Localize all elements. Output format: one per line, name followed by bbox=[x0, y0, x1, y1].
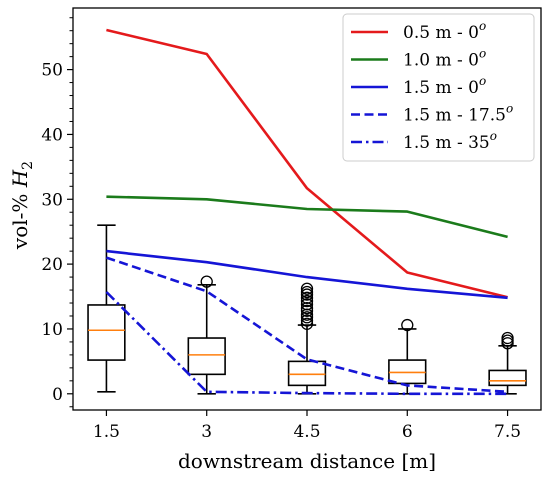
boxplot-box bbox=[87, 304, 126, 361]
y-axis-label-subscript: 2 bbox=[20, 161, 36, 170]
boxplot-outlier bbox=[300, 294, 314, 308]
boxplot-5 bbox=[488, 331, 527, 395]
series-line-s5 bbox=[105, 291, 508, 396]
boxplot-outlier bbox=[200, 275, 213, 288]
boxplot-outlier bbox=[300, 282, 314, 295]
boxplot-outlier bbox=[300, 291, 314, 304]
x-tick-label: 1.5 bbox=[93, 422, 120, 442]
boxplot-outlier bbox=[300, 285, 314, 299]
y-tick-label: 50 bbox=[41, 61, 63, 81]
y-tick-label: 40 bbox=[41, 125, 63, 145]
series-line-s2 bbox=[106, 195, 508, 239]
legend-label-s4: 1.5 m - 17.5o bbox=[403, 102, 513, 126]
legend-box bbox=[342, 13, 535, 162]
boxplot-outlier bbox=[401, 318, 414, 332]
x-tick-label: 6 bbox=[402, 422, 413, 442]
boxplot-1 bbox=[87, 224, 126, 393]
x-tick-label: 3 bbox=[201, 422, 212, 442]
y-axis-label-prefix: vol-% bbox=[8, 194, 32, 251]
legend-label-s1: 0.5 m - 0o bbox=[403, 19, 486, 43]
x-axis-label: downstream distance [m] bbox=[178, 449, 436, 473]
y-tick-label: 20 bbox=[41, 255, 63, 275]
y-tick-label: 30 bbox=[41, 190, 63, 210]
series-lines bbox=[105, 28, 508, 396]
boxplot-outlier bbox=[501, 331, 514, 345]
legend-label-s2: 1.0 m - 0o bbox=[403, 47, 486, 71]
boxplot-outlier bbox=[300, 317, 314, 330]
boxplot-box bbox=[187, 337, 226, 376]
boxplot-outlier bbox=[300, 298, 314, 311]
series-line-s4 bbox=[105, 256, 508, 394]
legend-label-s3: 1.5 m - 0o bbox=[403, 74, 486, 98]
boxplot-outlier bbox=[300, 314, 314, 327]
x-tick-label: 4.5 bbox=[293, 422, 320, 442]
series-line-s1 bbox=[106, 28, 508, 299]
series-line-s3 bbox=[106, 249, 508, 300]
legend-label-s5: 1.5 m - 35o bbox=[403, 129, 497, 153]
boxplot-4 bbox=[388, 318, 427, 395]
y-tick-label: 10 bbox=[41, 320, 63, 340]
axes: 1.5 3 4.5 6 7.5 0 10 20 30 40 50 bbox=[41, 7, 542, 442]
y-axis-label: vol-% H2 bbox=[8, 161, 36, 250]
x-tick-label: 7.5 bbox=[494, 422, 521, 442]
boxplot-box bbox=[287, 360, 327, 387]
boxplot-3 bbox=[287, 282, 327, 395]
boxplot-box bbox=[488, 369, 527, 387]
boxplot-2 bbox=[187, 275, 226, 395]
legend: 0.5 m - 0o 1.0 m - 0o 1.5 m - 0o 1.5 m - 17… bbox=[342, 13, 535, 162]
boxplots bbox=[87, 224, 527, 395]
y-tick-label: 0 bbox=[52, 385, 63, 405]
y-axis-label-symbol: H bbox=[8, 169, 32, 188]
